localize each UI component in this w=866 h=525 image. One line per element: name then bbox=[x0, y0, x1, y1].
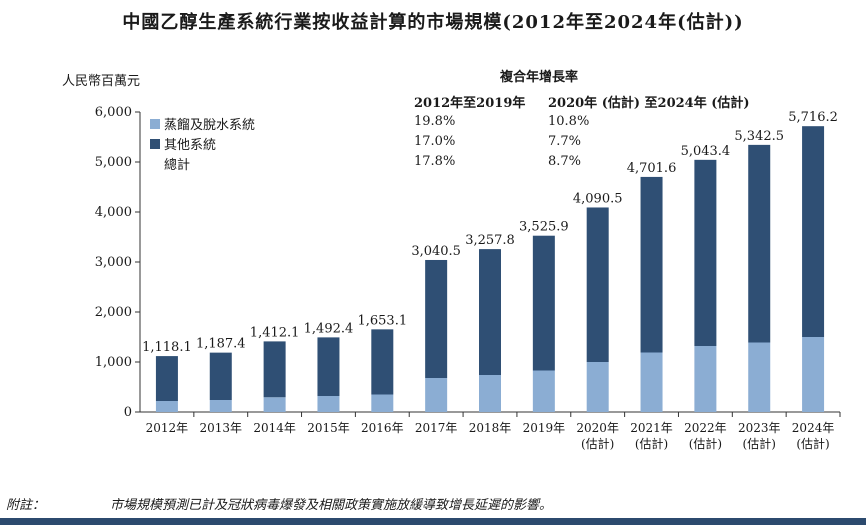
cagr-distillation-p1: 19.8% bbox=[414, 114, 456, 129]
bar-other bbox=[586, 207, 609, 362]
bar-other bbox=[748, 144, 771, 343]
bar-distillation bbox=[694, 346, 717, 412]
total-data-label: 1,187.4 bbox=[196, 337, 246, 352]
y-tick-label: 6,000 bbox=[95, 105, 132, 120]
x-tick-label: (估計) bbox=[743, 436, 776, 451]
legend-item-total: 總計 bbox=[150, 154, 190, 173]
x-tick-label: 2015年 bbox=[307, 421, 350, 435]
bar-other bbox=[479, 249, 501, 375]
bar-other bbox=[532, 235, 555, 371]
bar-other bbox=[640, 176, 663, 353]
bar-distillation bbox=[155, 401, 178, 412]
cagr-distillation-p2: 10.8% bbox=[548, 114, 590, 129]
bar-distillation bbox=[371, 394, 394, 412]
y-tick-label: 0 bbox=[124, 405, 132, 420]
bar-distillation bbox=[586, 362, 609, 412]
total-data-label: 1,653.1 bbox=[357, 313, 407, 328]
bar-other bbox=[317, 337, 340, 396]
x-tick-label: 2024年 bbox=[792, 421, 835, 435]
x-tick-label: (估計) bbox=[689, 436, 722, 451]
y-axis-unit-label: 人民幣百萬元 bbox=[62, 74, 141, 89]
bar-distillation bbox=[640, 352, 663, 412]
bar-other bbox=[263, 341, 286, 398]
legend-item-other: 其他系統 bbox=[150, 134, 216, 153]
bar-distillation bbox=[802, 337, 825, 412]
y-tick-label: 1,000 bbox=[95, 355, 132, 370]
y-tick-label: 4,000 bbox=[95, 205, 132, 220]
note-label: 附註： bbox=[6, 498, 46, 513]
total-data-label: 4,090.5 bbox=[573, 191, 623, 206]
legend-label-total: 總計 bbox=[164, 158, 191, 173]
x-tick-label: 2022年 bbox=[684, 421, 727, 435]
cagr-heading: 複合年增長率 bbox=[500, 70, 579, 85]
legend-label-other: 其他系統 bbox=[164, 138, 217, 153]
total-data-label: 5,043.4 bbox=[681, 144, 731, 159]
cagr-other-p1: 17.0% bbox=[414, 134, 456, 149]
x-tick-label: (估計) bbox=[581, 436, 614, 451]
legend-item-distillation: 蒸餾及脫水系統 bbox=[150, 114, 255, 133]
bar-distillation bbox=[209, 400, 232, 412]
x-tick-label: 2023年 bbox=[738, 421, 781, 435]
total-data-label: 1,118.1 bbox=[142, 340, 192, 355]
total-data-label: 3,525.9 bbox=[519, 220, 569, 235]
total-data-label: 5,342.5 bbox=[734, 129, 784, 144]
bar-distillation bbox=[532, 370, 555, 412]
x-tick-label: 2014年 bbox=[253, 421, 296, 435]
total-data-label: 1,412.1 bbox=[250, 325, 300, 340]
y-tick-label: 2,000 bbox=[95, 305, 132, 320]
chart-title: 中國乙醇生產系統行業按收益計算的市場規模(2012年至2024年(估計)) bbox=[122, 12, 744, 33]
bar-distillation bbox=[425, 378, 448, 412]
bottom-border bbox=[0, 518, 866, 525]
cagr-total-p1: 17.8% bbox=[414, 154, 456, 169]
total-data-label: 1,492.4 bbox=[304, 321, 354, 336]
x-tick-label: 2017年 bbox=[415, 421, 458, 435]
legend-label-distillation: 蒸餾及脫水系統 bbox=[164, 118, 256, 133]
y-tick-label: 3,000 bbox=[95, 255, 132, 270]
x-tick-label: 2021年 bbox=[630, 421, 673, 435]
bar-other bbox=[802, 126, 825, 337]
x-tick-label: (估計) bbox=[635, 436, 668, 451]
cagr-period1-heading: 2012年至2019年 bbox=[414, 96, 526, 111]
total-data-label: 5,716.2 bbox=[788, 110, 838, 125]
bar-other bbox=[209, 352, 232, 400]
cagr-other-p2: 7.7% bbox=[548, 134, 582, 149]
legend-swatch-distillation bbox=[150, 118, 160, 129]
x-tick-label: (估計) bbox=[796, 436, 829, 451]
y-tick-label: 5,000 bbox=[95, 155, 132, 170]
bar-distillation bbox=[263, 397, 286, 412]
bar-other bbox=[371, 329, 394, 395]
total-data-label: 3,040.5 bbox=[411, 244, 461, 259]
x-tick-label: 2019年 bbox=[523, 421, 566, 435]
x-tick-label: 2020年 bbox=[576, 421, 619, 435]
cagr-total-p2: 8.7% bbox=[548, 154, 582, 169]
x-tick-label: 2012年 bbox=[146, 421, 189, 435]
bar-other bbox=[155, 356, 178, 401]
total-data-label: 3,257.8 bbox=[465, 233, 515, 248]
note-text: 市場規模預測已計及冠狀病毒爆發及相關政策實施放緩導致增長延遲的影響。 bbox=[110, 498, 553, 513]
legend-swatch-other bbox=[150, 138, 160, 149]
x-tick-label: 2013年 bbox=[199, 421, 242, 435]
x-tick-label: 2018年 bbox=[469, 421, 512, 435]
cagr-period2-heading: 2020年 (估計) 至2024年 (估計) bbox=[548, 96, 750, 111]
bar-distillation bbox=[748, 342, 771, 412]
total-data-label: 4,701.6 bbox=[627, 161, 677, 176]
bar-distillation bbox=[479, 375, 501, 412]
bar-distillation bbox=[317, 396, 340, 412]
bar-other bbox=[694, 159, 717, 346]
bar-other bbox=[425, 259, 448, 378]
x-tick-label: 2016年 bbox=[361, 421, 404, 435]
